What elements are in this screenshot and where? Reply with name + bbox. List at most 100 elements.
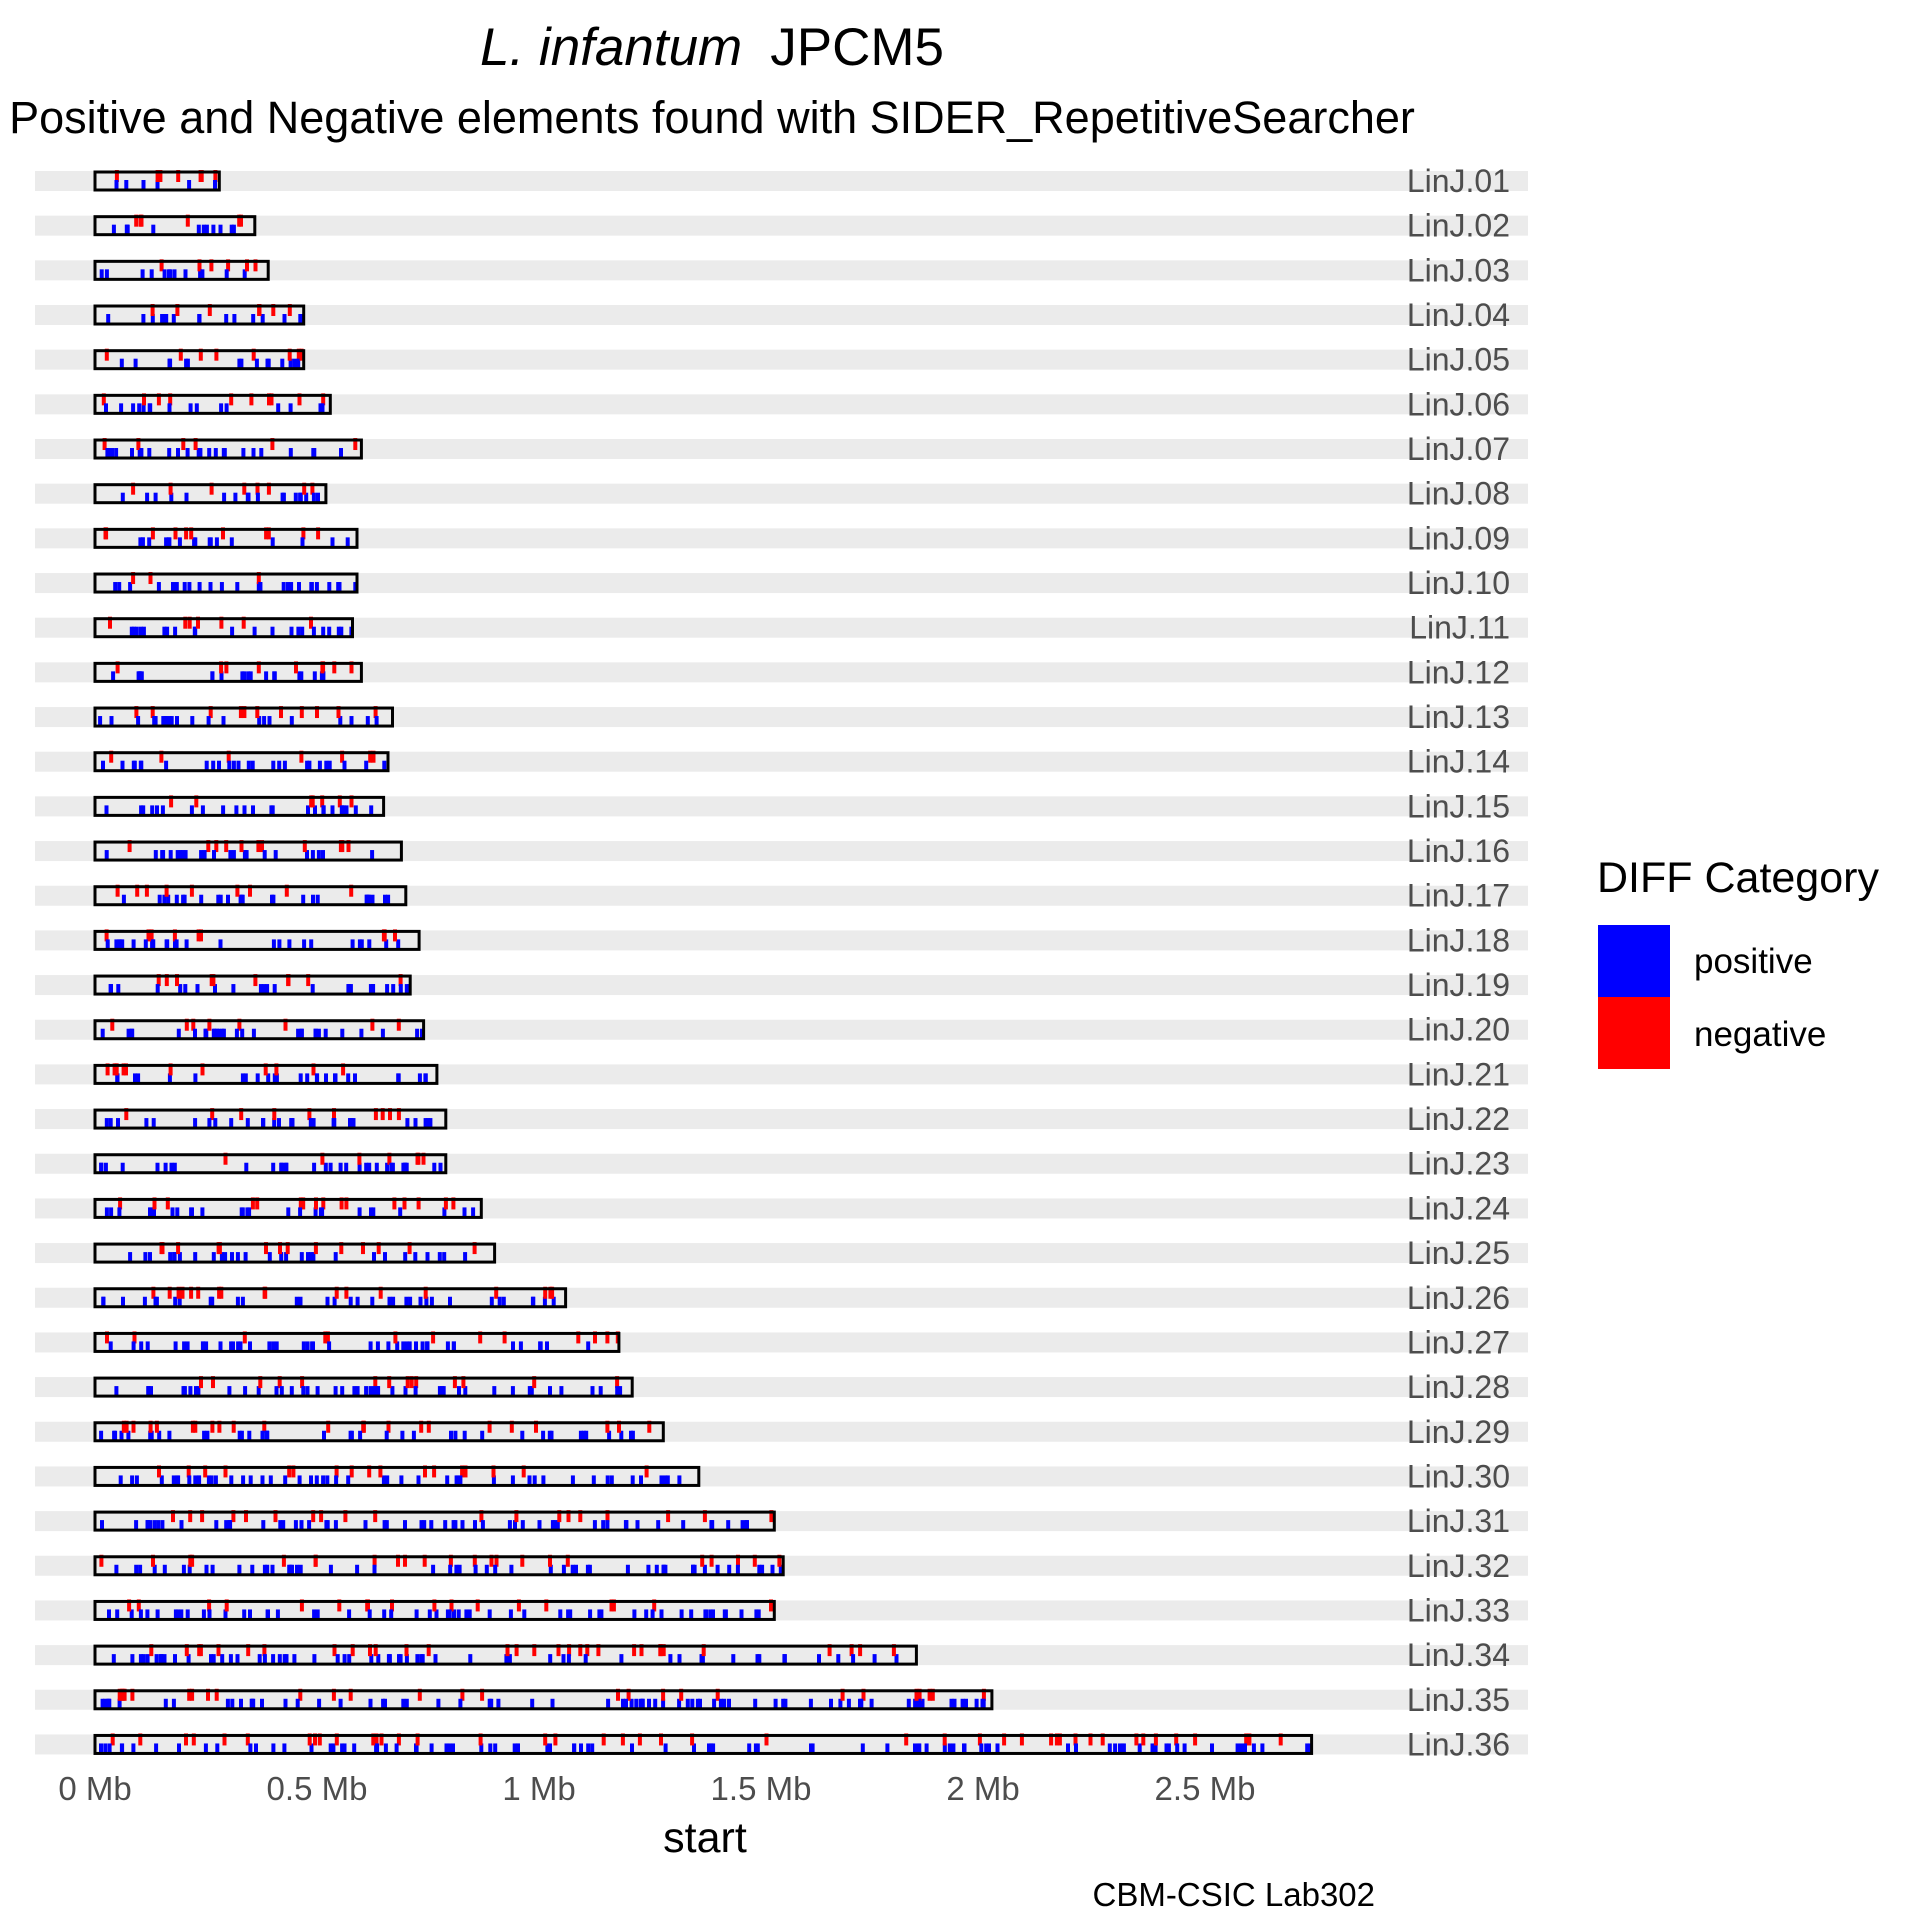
chromosome-labels: LinJ.01LinJ.02LinJ.03LinJ.04LinJ.05LinJ.… (1407, 163, 1510, 1762)
track-linj-01 (35, 171, 1528, 191)
positive-element-linj-29 (449, 1430, 453, 1441)
positive-element-linj-10 (327, 582, 332, 593)
positive-element-linj-09 (330, 537, 335, 548)
positive-element-linj-10 (281, 582, 286, 593)
positive-element-linj-05 (296, 358, 301, 369)
positive-element-linj-03 (242, 269, 247, 280)
negative-element-linj-01 (176, 170, 181, 182)
negative-element-linj-27 (393, 1331, 398, 1344)
positive-element-linj-21 (243, 1073, 248, 1084)
positive-element-linj-21 (353, 1073, 357, 1084)
negative-element-linj-06 (229, 393, 234, 406)
negative-element-linj-14 (159, 750, 164, 763)
negative-element-linj-01 (213, 170, 218, 182)
negative-element-linj-02 (134, 214, 139, 227)
positive-element-linj-28 (196, 1386, 201, 1397)
positive-element-linj-30 (541, 1475, 546, 1486)
negative-element-linj-07 (193, 438, 198, 451)
positive-element-linj-31 (419, 1520, 424, 1531)
track-linj-14 (35, 751, 1528, 772)
positive-element-linj-14 (324, 760, 329, 771)
negative-element-linj-36 (904, 1733, 909, 1746)
positive-element-linj-26 (153, 1296, 158, 1307)
positive-element-linj-03 (172, 269, 177, 280)
positive-element-linj-13 (109, 716, 114, 727)
positive-element-linj-36 (663, 1743, 668, 1754)
negative-element-linj-17 (284, 884, 289, 897)
positive-element-linj-19 (265, 984, 270, 995)
chromosome-outline-linj-23 (93, 1153, 448, 1175)
positive-element-linj-28 (548, 1386, 552, 1397)
negative-element-linj-35 (917, 1688, 922, 1701)
caption: CBM-CSIC Lab302 (1093, 1876, 1375, 1913)
positive-element-linj-30 (346, 1475, 351, 1486)
negative-element-linj-29 (193, 1420, 198, 1433)
positive-element-linj-13 (161, 716, 166, 727)
positive-element-linj-18 (131, 939, 136, 950)
positive-element-linj-30 (309, 1475, 313, 1486)
positive-element-linj-25 (193, 1252, 198, 1263)
negative-element-linj-05 (178, 348, 183, 361)
positive-element-linj-35 (171, 1698, 176, 1709)
positive-element-linj-36 (947, 1743, 952, 1754)
negative-element-linj-26 (217, 1286, 222, 1299)
positive-element-linj-33 (115, 1609, 120, 1620)
positive-element-linj-27 (218, 1341, 223, 1352)
positive-element-linj-21 (333, 1073, 337, 1084)
negative-element-linj-15 (320, 795, 325, 808)
x-tick-label: 0.5 Mb (267, 1770, 368, 1807)
negative-element-linj-04 (175, 304, 180, 317)
positive-element-linj-22 (207, 1118, 212, 1129)
negative-element-linj-25 (278, 1242, 282, 1255)
positive-element-linj-15 (200, 805, 205, 816)
negative-element-linj-34 (661, 1644, 666, 1657)
positive-element-linj-31 (160, 1520, 165, 1531)
negative-element-linj-13 (336, 706, 341, 719)
positive-element-linj-29 (541, 1430, 546, 1441)
positive-element-linj-12 (321, 671, 326, 682)
positive-element-linj-28 (146, 1386, 151, 1397)
positive-element-linj-33 (447, 1609, 452, 1620)
chromosome-label-linj-01: LinJ.01 (1407, 163, 1510, 199)
positive-element-linj-35 (712, 1698, 717, 1709)
positive-element-linj-30 (283, 1475, 288, 1486)
positive-element-linj-29 (400, 1430, 405, 1441)
negative-element-linj-36 (1019, 1733, 1024, 1746)
positive-element-linj-32 (448, 1564, 453, 1575)
negative-element-linj-36 (1244, 1733, 1249, 1746)
positive-element-linj-18 (287, 939, 292, 950)
positive-element-linj-17 (166, 894, 171, 905)
positive-element-linj-36 (414, 1743, 418, 1754)
positive-element-linj-32 (181, 1564, 186, 1575)
positive-element-linj-18 (165, 939, 170, 950)
chromosome-label-linj-09: LinJ.09 (1407, 520, 1510, 556)
positive-element-linj-14 (120, 760, 125, 771)
positive-element-linj-11 (296, 626, 301, 637)
positive-element-linj-11 (134, 626, 139, 637)
positive-element-linj-14 (246, 760, 251, 771)
negative-element-linj-36 (690, 1733, 695, 1746)
negative-element-linj-32 (700, 1554, 705, 1567)
negative-element-linj-26 (180, 1286, 185, 1299)
x-tick-label: 0 Mb (58, 1770, 131, 1807)
positive-element-linj-35 (117, 1698, 122, 1709)
positive-element-linj-13 (206, 716, 211, 727)
negative-element-linj-34 (404, 1644, 409, 1657)
chromosome-outline-linj-31 (93, 1510, 776, 1532)
negative-element-linj-11 (309, 616, 313, 629)
positive-element-linj-01 (155, 180, 160, 190)
negative-element-linj-17 (349, 884, 354, 897)
negative-element-linj-32 (472, 1554, 477, 1567)
positive-element-linj-26 (121, 1296, 125, 1307)
positive-element-linj-08 (233, 492, 238, 503)
chart-title: L. infantum JPCM5 (480, 18, 944, 77)
positive-element-linj-31 (152, 1520, 157, 1531)
positive-element-linj-28 (364, 1386, 369, 1397)
negative-element-linj-21 (121, 1063, 126, 1076)
positive-element-linj-31 (299, 1520, 304, 1531)
positive-element-linj-36 (1175, 1743, 1180, 1754)
positive-element-linj-16 (161, 850, 166, 861)
positive-element-linj-09 (214, 537, 219, 548)
negative-element-linj-36 (396, 1733, 401, 1746)
negative-element-linj-26 (167, 1286, 172, 1299)
